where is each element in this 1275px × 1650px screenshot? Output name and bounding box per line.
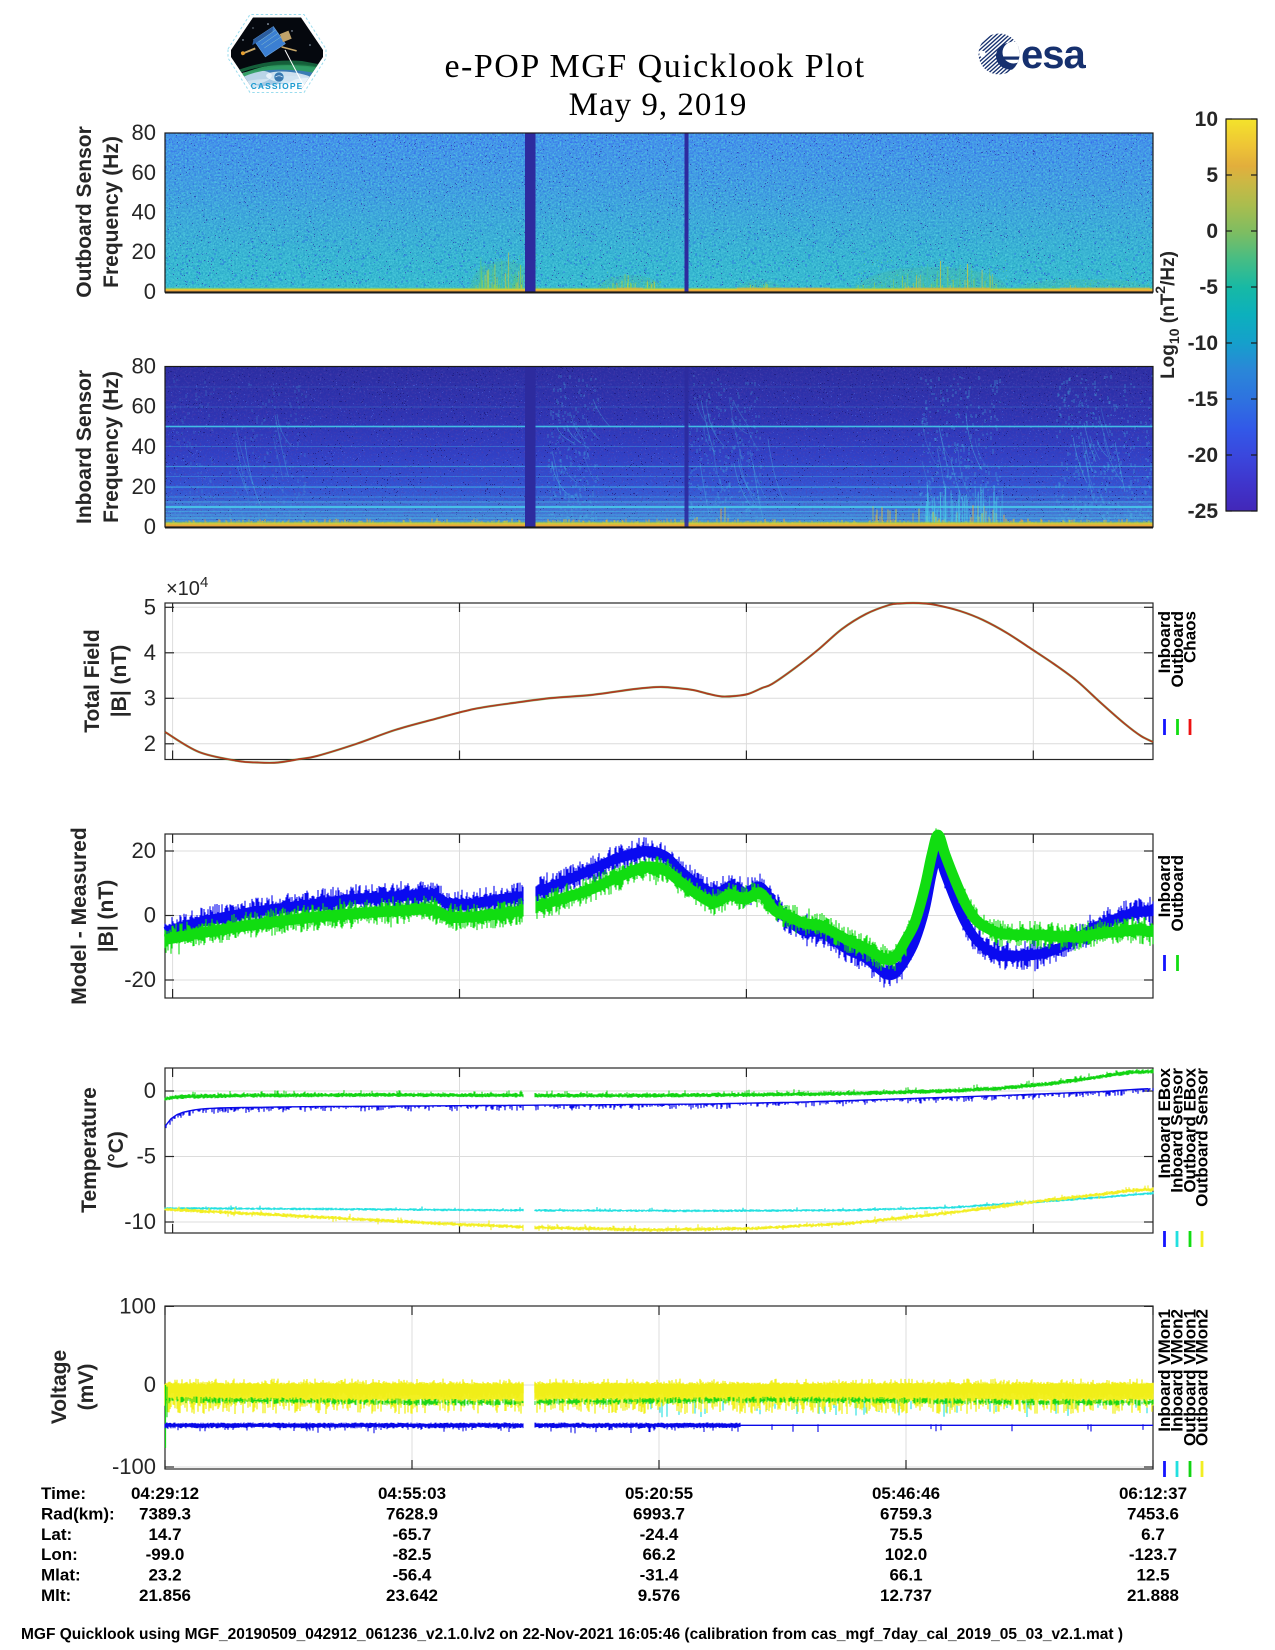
svg-text:-31.4: -31.4 <box>640 1566 679 1585</box>
svg-text:6759.3: 6759.3 <box>880 1504 932 1523</box>
svg-text:Outboard Sensor: Outboard Sensor <box>1193 1068 1212 1207</box>
svg-text:Model - Measured: Model - Measured <box>68 827 91 1004</box>
svg-text:6.7: 6.7 <box>1141 1525 1165 1544</box>
svg-text:Inboard Sensor: Inboard Sensor <box>73 370 96 524</box>
svg-text:66.2: 66.2 <box>642 1545 675 1564</box>
svg-text:102.0: 102.0 <box>885 1545 928 1564</box>
svg-text:-10: -10 <box>1188 332 1218 355</box>
svg-text:3: 3 <box>144 685 156 710</box>
svg-text:Inboard VMon1: Inboard VMon1 <box>1155 1309 1174 1432</box>
svg-text:-100: -100 <box>112 1454 156 1479</box>
svg-text:7453.6: 7453.6 <box>1127 1504 1179 1523</box>
svg-text:9.576: 9.576 <box>638 1586 681 1605</box>
svg-text:-56.4: -56.4 <box>393 1566 432 1585</box>
svg-text:21.888: 21.888 <box>1127 1586 1179 1605</box>
svg-text:40: 40 <box>132 434 156 459</box>
svg-text:-10: -10 <box>124 1209 156 1234</box>
svg-text:-24.4: -24.4 <box>640 1525 679 1544</box>
svg-text:0: 0 <box>144 903 156 928</box>
svg-text:12.5: 12.5 <box>1136 1566 1169 1585</box>
svg-text:Inboard Sensor: Inboard Sensor <box>1168 1068 1187 1193</box>
svg-text:66.1: 66.1 <box>889 1566 922 1585</box>
svg-text:Lat:: Lat: <box>41 1525 72 1544</box>
svg-text:75.5: 75.5 <box>889 1525 922 1544</box>
svg-text:04:29:12: 04:29:12 <box>131 1484 199 1503</box>
svg-text:05:46:46: 05:46:46 <box>872 1484 940 1503</box>
svg-text:20: 20 <box>132 474 156 499</box>
svg-text:7628.9: 7628.9 <box>386 1504 438 1523</box>
svg-text:Frequency (Hz): Frequency (Hz) <box>100 136 123 288</box>
svg-text:40: 40 <box>132 200 156 225</box>
svg-text:23.2: 23.2 <box>148 1566 181 1585</box>
svg-text:|B| (nT): |B| (nT) <box>95 880 118 952</box>
svg-text:10: 10 <box>1195 108 1218 131</box>
svg-text:-25: -25 <box>1188 500 1219 523</box>
svg-text:5: 5 <box>144 594 156 619</box>
svg-text:7389.3: 7389.3 <box>139 1504 191 1523</box>
svg-text:0: 0 <box>144 514 156 539</box>
svg-text:Mlat:: Mlat: <box>41 1566 81 1585</box>
svg-text:05:20:55: 05:20:55 <box>625 1484 693 1503</box>
svg-text:60: 60 <box>132 160 156 185</box>
svg-text:-123.7: -123.7 <box>1129 1545 1177 1564</box>
svg-text:0: 0 <box>144 1372 156 1397</box>
svg-text:|B| (nT): |B| (nT) <box>108 645 131 717</box>
svg-text:6993.7: 6993.7 <box>633 1504 685 1523</box>
svg-text:Inboard VMon2: Inboard VMon2 <box>1168 1309 1187 1432</box>
svg-text:Chaos: Chaos <box>1181 611 1200 663</box>
svg-text:Inboard: Inboard <box>1155 611 1174 673</box>
svg-text:CASSIOPE: CASSIOPE <box>251 81 304 91</box>
svg-text:(°C): (°C) <box>105 1131 128 1169</box>
svg-text:4: 4 <box>144 640 156 665</box>
svg-text:80: 80 <box>132 354 156 379</box>
svg-text:21.856: 21.856 <box>139 1586 191 1605</box>
svg-text:23.642: 23.642 <box>386 1586 438 1605</box>
svg-text:2: 2 <box>144 731 156 756</box>
svg-text:0: 0 <box>144 1078 156 1103</box>
svg-text:Outboard Sensor: Outboard Sensor <box>73 126 96 298</box>
svg-text:20: 20 <box>132 838 156 863</box>
svg-text:(mV): (mV) <box>75 1364 98 1411</box>
svg-text:Frequency (Hz): Frequency (Hz) <box>100 371 123 523</box>
svg-text:Outboard VMon2: Outboard VMon2 <box>1193 1309 1212 1446</box>
svg-text:14.7: 14.7 <box>148 1525 181 1544</box>
svg-text:-82.5: -82.5 <box>393 1545 432 1564</box>
svg-text:100: 100 <box>119 1293 156 1318</box>
svg-text:Temperature: Temperature <box>78 1087 101 1213</box>
svg-text:esa: esa <box>1021 33 1086 77</box>
svg-text:Total Field: Total Field <box>81 629 104 732</box>
svg-text:-20: -20 <box>1188 444 1218 467</box>
svg-text:Inboard EBox: Inboard EBox <box>1155 1067 1174 1178</box>
svg-text:5: 5 <box>1206 164 1218 187</box>
svg-text:Voltage: Voltage <box>48 1350 71 1424</box>
svg-text:May 9, 2019: May 9, 2019 <box>569 87 748 123</box>
svg-text:80: 80 <box>132 120 156 145</box>
svg-text:0: 0 <box>1206 220 1218 243</box>
svg-text:-65.7: -65.7 <box>393 1525 432 1544</box>
svg-text:04:55:03: 04:55:03 <box>378 1484 446 1503</box>
svg-text:Inboard: Inboard <box>1155 855 1174 917</box>
svg-text:Outboard EBox: Outboard EBox <box>1181 1067 1200 1192</box>
svg-text:Outboard: Outboard <box>1168 855 1187 932</box>
svg-text:Outboard VMon1: Outboard VMon1 <box>1181 1309 1200 1446</box>
svg-text:-20: -20 <box>124 967 156 992</box>
svg-text:Outboard: Outboard <box>1168 611 1187 688</box>
svg-text:12.737: 12.737 <box>880 1586 932 1605</box>
svg-text:06:12:37: 06:12:37 <box>1119 1484 1187 1503</box>
svg-text:-5: -5 <box>136 1144 156 1169</box>
svg-text:Mlt:: Mlt: <box>41 1586 71 1605</box>
svg-text:Lon:: Lon: <box>41 1545 78 1564</box>
svg-text:20: 20 <box>132 239 156 264</box>
svg-text:0: 0 <box>144 279 156 304</box>
svg-text:MGF Quicklook using MGF_201905: MGF Quicklook using MGF_20190509_042912_… <box>21 1626 1123 1643</box>
svg-text:60: 60 <box>132 394 156 419</box>
svg-text:-99.0: -99.0 <box>146 1545 185 1564</box>
svg-text:Rad(km):: Rad(km): <box>41 1504 115 1523</box>
svg-text:e-POP MGF Quicklook Plot: e-POP MGF Quicklook Plot <box>444 48 865 85</box>
svg-text:Time:: Time: <box>41 1484 86 1503</box>
svg-text:-15: -15 <box>1188 388 1219 411</box>
svg-text:-5: -5 <box>1199 276 1218 299</box>
